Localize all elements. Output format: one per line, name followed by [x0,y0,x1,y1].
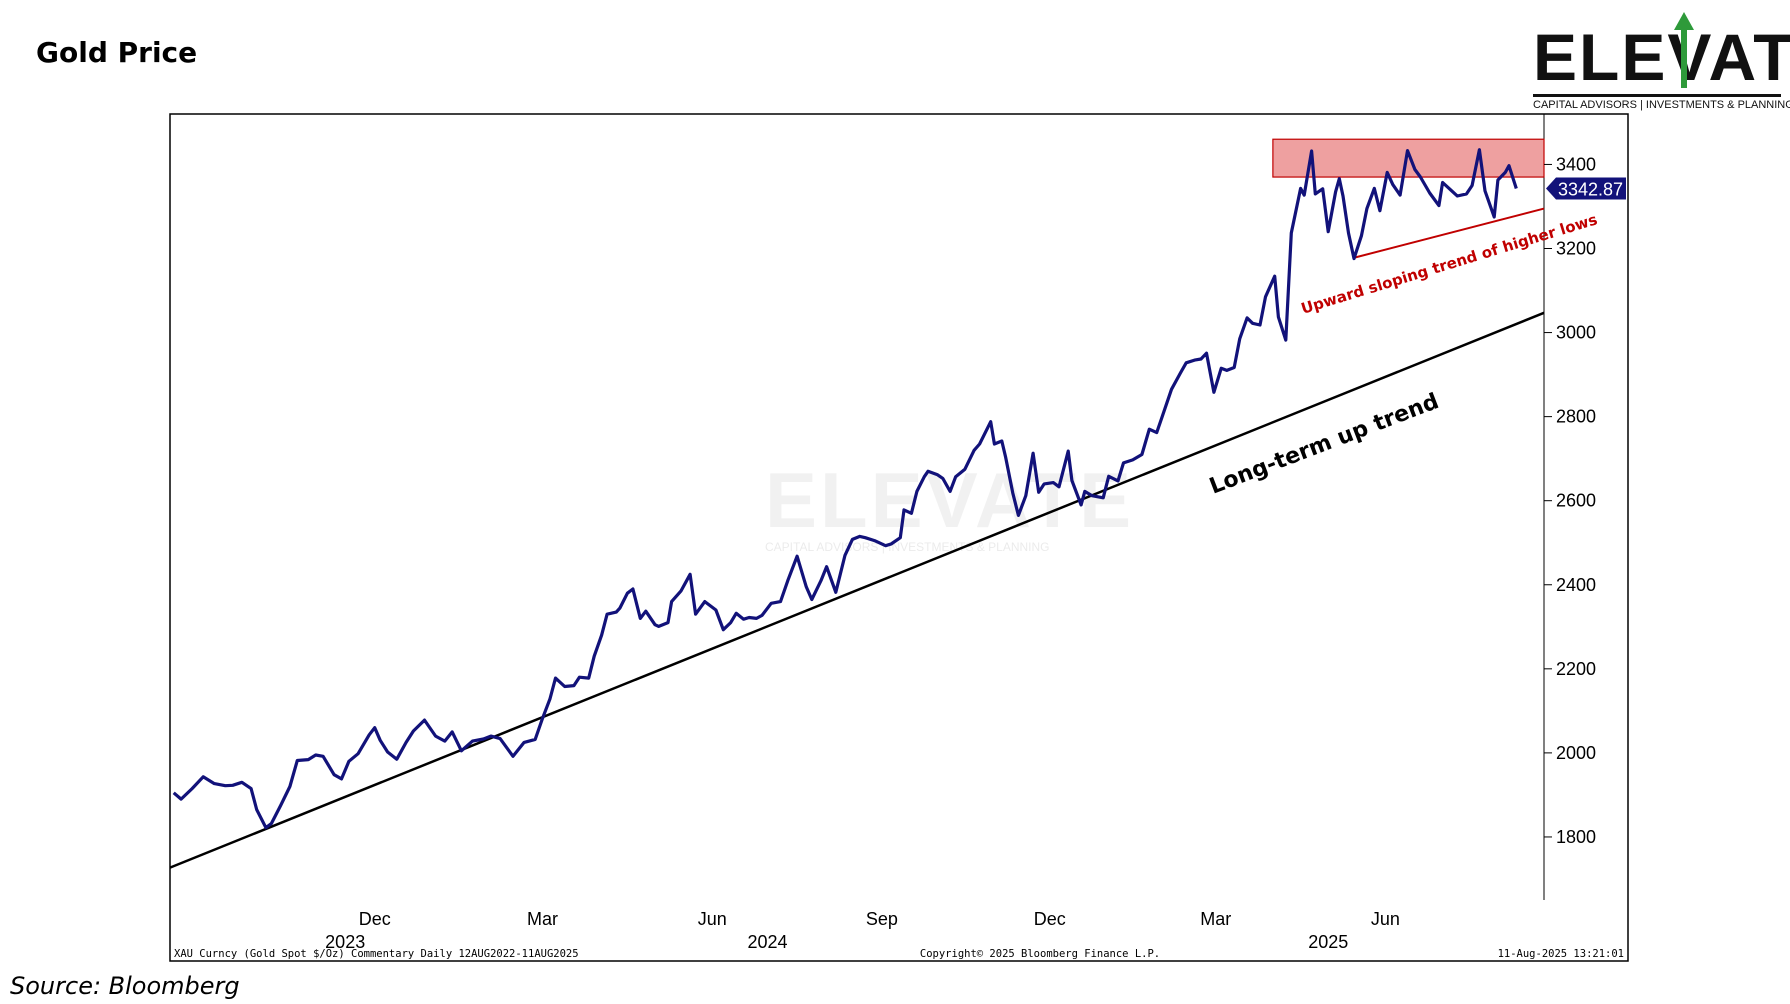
trendline-higher-lows [1353,207,1545,259]
y-tick-label: 2600 [1556,491,1596,511]
footer-series-info: XAU Curncy (Gold Spot $/Oz) Commentary D… [174,948,579,960]
x-year-label: 2025 [1308,932,1348,952]
x-tick-label: Dec [359,909,391,929]
x-tick-label: Sep [866,909,898,929]
x-year-label: 2024 [748,932,788,952]
y-tick-label: 3000 [1556,323,1596,343]
y-tick-label: 2200 [1556,659,1596,679]
trendline-long-term [169,311,1545,869]
y-tick-label: 2400 [1556,575,1596,595]
logo-tagline: CAPITAL ADVISORS | INVESTMENTS & PLANNIN… [1533,99,1790,111]
y-tick-label: 1800 [1556,827,1596,847]
price-line-series-0 [172,148,1518,830]
elevate-logo: ELEVATE CAPITAL ADVISORS | INVESTMENTS &… [1533,10,1790,114]
footer-timestamp: 11-Aug-2025 13:21:01 [1498,948,1624,960]
y-tick-label: 2800 [1556,407,1596,427]
trendline-label-higher-lows: Upward sloping trend of higher lows [1299,210,1600,318]
growth-arrow-icon [1674,12,1694,88]
x-tick-label: Jun [1371,909,1400,929]
x-tick-label: Dec [1034,909,1066,929]
y-tick-label: 3200 [1556,239,1596,259]
footer-copyright: Copyright© 2025 Bloomberg Finance L.P. [920,948,1160,960]
x-tick-label: Mar [1200,909,1231,929]
source-note: Source: Bloomberg [10,972,240,1000]
plot-frame [169,113,1629,962]
resistance-zone [1272,138,1545,178]
x-year-label: 2023 [325,932,365,952]
x-tick-label: Jun [698,909,727,929]
y-tick-label: 2000 [1556,743,1596,763]
page-title: Gold Price [36,36,198,69]
trendline-label-long-term: Long-term up trend [1206,389,1442,500]
logo-rule [1533,94,1781,97]
logo-wordmark: ELEVATE [1533,20,1790,94]
y-tick-label: 3400 [1556,154,1596,174]
watermark-tagline: CAPITAL ADVISORS | INVESTMENTS & PLANNIN… [765,540,1050,554]
x-tick-label: Mar [527,909,558,929]
last-value-label: 3342.87 [1558,179,1623,199]
last-value-marker [1546,177,1626,200]
